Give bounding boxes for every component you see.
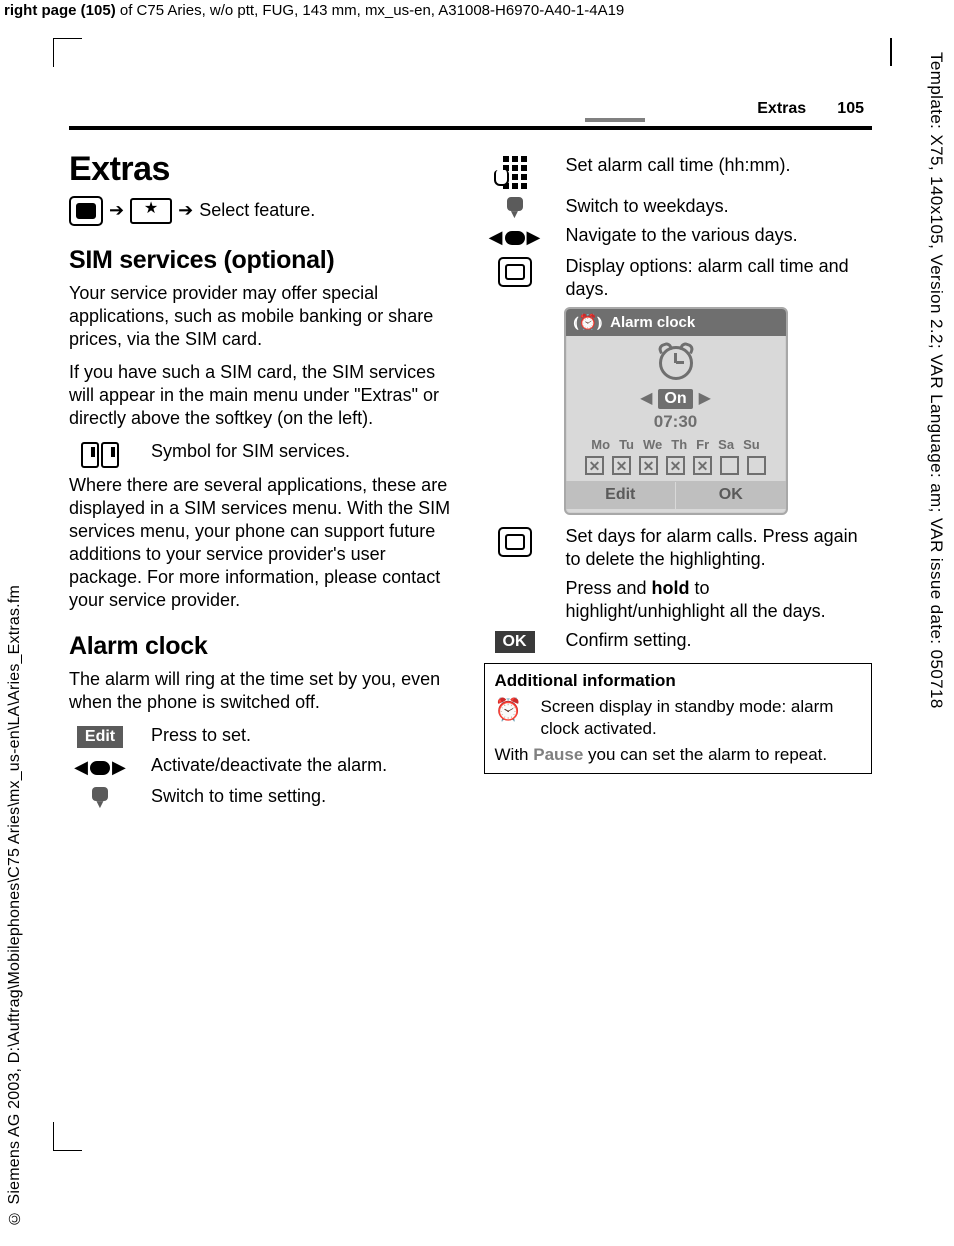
info-text: With Pause you can set the alarm to repe… [495,744,862,766]
header-rule [69,126,872,130]
nav-down-icon: ▼ [507,197,523,218]
menu-path: ➔ ★ ➔ Select feature. [69,196,458,226]
instruction-text: Navigate to the various days. [566,224,873,249]
weekday: Mo [591,437,610,454]
alarm-clock-icon [659,346,693,380]
left-column: Extras ➔ ★ ➔ Select feature. SIM service… [69,148,458,815]
alarm-standby-icon: ⏰ [495,696,523,724]
page: right page (105) of C75 Aries, w/o ptt, … [0,0,954,1246]
softkey-label-edit: Edit [77,726,123,748]
icon-description-row: Symbol for SIM services. [69,440,458,468]
additional-info-box: Additional information ⏰ Screen display … [484,663,873,774]
crop-mark-icon [890,38,892,66]
info-heading: Additional information [495,670,862,692]
phone-screenshot: ⦅⏰⦆ Alarm clock ◀ On ▶ 07:30 Mo Tu We Th Fr S… [564,307,788,515]
body-text: Your service provider may offer special … [69,282,458,351]
copyright-path: © Siemens AG 2003, D:\Auftrag\Mobilephon… [6,585,24,1226]
running-header: Extras 105 [757,100,864,118]
print-meta: right page (105) of C75 Aries, w/o ptt, … [0,0,894,19]
instruction-text: Press to set. [151,724,458,748]
instruction-text: Set days for alarm calls. Press again to… [566,525,873,571]
nav-left-right-icon: ◀▶ [489,226,541,249]
softkey-label-ok: OK [495,631,535,653]
page-number: 105 [837,100,864,117]
heading-alarm-clock: Alarm clock [69,630,458,662]
softkey-ok: OK [675,482,786,508]
instruction-text: Switch to time setting. [151,785,458,808]
center-key-icon [498,527,532,557]
info-text: Screen display in standby mode: alarm cl… [541,696,862,740]
weekday: Sa [718,437,734,454]
sim-services-icon [69,440,131,468]
menu-path-text: Select feature. [199,199,315,222]
center-key-icon [498,257,532,287]
heading-sim-services: SIM services (optional) [69,244,458,276]
instruction-text: Press and hold to highlight/unhighlight … [566,577,873,623]
section-name: Extras [757,100,806,117]
nav-down-icon: ▼ [92,787,108,808]
template-note: Template: X75, 140x105, Version 2.2; VAR… [926,52,946,709]
weekday-checkboxes: ✕ ✕ ✕ ✕ ✕ [574,456,778,475]
content-columns: Extras ➔ ★ ➔ Select feature. SIM service… [69,148,872,815]
nav-left-right-icon: ◀▶ [74,756,126,779]
instruction-row: ◀▶ Activate/deactivate the alarm. [69,754,458,779]
day-checkbox: ✕ [666,456,685,475]
day-checkbox [720,456,739,475]
instruction-text: Activate/deactivate the alarm. [151,754,458,779]
on-badge: On [658,389,692,409]
arrow-icon: ➔ [178,199,193,222]
on-toggle-row: ◀ On ▶ [574,389,778,409]
phone-titlebar: ⦅⏰⦆ Alarm clock [566,309,786,336]
instruction-row: Display options: alarm call time and day… [484,255,873,301]
weekday-labels: Mo Tu We Th Fr Sa Su [574,437,778,454]
center-key-icon [69,196,103,226]
day-checkbox: ✕ [639,456,658,475]
instruction-row: ▼ Switch to time setting. [69,785,458,808]
day-checkbox [747,456,766,475]
crop-mark-icon [53,1122,82,1151]
print-meta-rest: of C75 Aries, w/o ptt, FUG, 143 mm, mx_u… [116,2,625,19]
arrow-icon: ➔ [109,199,124,222]
body-text: If you have such a SIM card, the SIM ser… [69,361,458,430]
body-text: Where there are several applications, th… [69,474,458,612]
instruction-row: ▼ Switch to weekdays. [484,195,873,218]
phone-softkeys: Edit OK [566,481,786,508]
weekday: Fr [696,437,709,454]
extras-menu-icon: ★ [130,198,172,224]
softkey-edit: Edit [566,482,676,508]
alarm-status-icon: ⦅⏰⦆ [574,313,603,332]
icon-description: Symbol for SIM services. [151,440,458,468]
instruction-row: Edit Press to set. [69,724,458,748]
instruction-row: Set alarm call time (hh:mm). [484,154,873,189]
instruction-text: Switch to weekdays. [566,195,873,218]
instruction-row: OK Confirm setting. [484,629,873,653]
page-title: Extras [69,148,458,192]
day-checkbox: ✕ [612,456,631,475]
keypad-icon [484,154,546,189]
weekday: Th [671,437,687,454]
instruction-row: Set days for alarm calls. Press again to… [484,525,873,571]
instruction-row: ◀▶ Navigate to the various days. [484,224,873,249]
instruction-text: Set alarm call time (hh:mm). [566,154,873,189]
phone-title: Alarm clock [610,313,695,332]
instruction-text: Display options: alarm call time and day… [566,255,873,301]
weekday: Su [743,437,760,454]
instruction-row: Press and hold to highlight/unhighlight … [484,577,873,623]
instruction-text: Confirm setting. [566,629,873,653]
print-meta-bold: right page (105) [4,2,116,19]
right-column: Set alarm call time (hh:mm). ▼ Switch to… [484,148,873,815]
body-text: The alarm will ring at the time set by y… [69,668,458,714]
weekday: We [643,437,662,454]
day-checkbox: ✕ [693,456,712,475]
alarm-time: 07:30 [574,411,778,433]
weekday: Tu [619,437,634,454]
day-checkbox: ✕ [585,456,604,475]
crop-mark-icon [53,38,82,67]
